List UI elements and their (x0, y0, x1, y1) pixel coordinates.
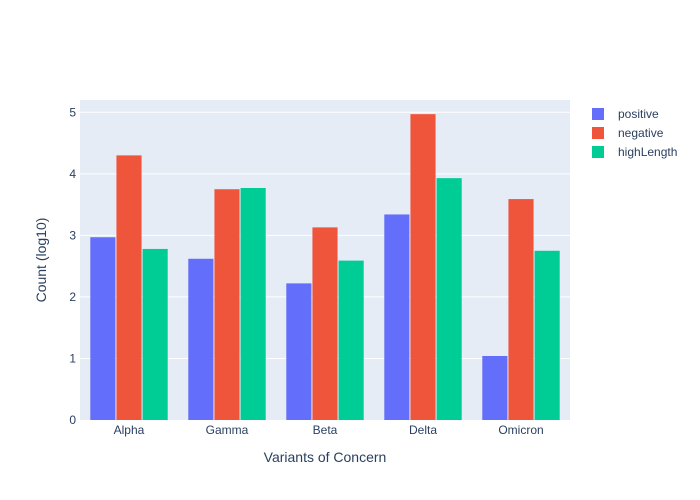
y-axis-ticks: 0 1 2 3 4 5 (69, 105, 76, 427)
legend-label: highLength (618, 145, 677, 159)
bar-negative-omicron[interactable] (508, 199, 534, 420)
y-axis-title: Count (log10) (33, 218, 49, 303)
bar-negative-alpha[interactable] (116, 155, 142, 420)
x-tick-label: Alpha (114, 423, 145, 437)
bar-highLength-omicron[interactable] (534, 250, 560, 420)
bar-negative-gamma[interactable] (214, 189, 240, 420)
bar-positive-beta[interactable] (286, 283, 312, 420)
x-tick-label: Delta (409, 423, 437, 437)
bars (90, 114, 560, 421)
y-tick-label: 4 (69, 167, 76, 181)
legend-item-negative[interactable]: negative (592, 126, 664, 140)
x-axis-title: Variants of Concern (264, 449, 387, 465)
x-tick-label: Omicron (498, 423, 543, 437)
legend-label: negative (618, 126, 664, 140)
legend-swatch (592, 108, 604, 120)
legend-item-highLength[interactable]: highLength (592, 145, 677, 159)
x-tick-label: Beta (313, 423, 338, 437)
x-tick-label: Gamma (206, 423, 249, 437)
y-tick-label: 1 (69, 351, 76, 365)
legend-item-positive[interactable]: positive (592, 107, 659, 121)
bar-highLength-alpha[interactable] (142, 248, 168, 420)
bar-positive-omicron[interactable] (482, 356, 508, 420)
legend[interactable]: positive negative highLength (592, 107, 677, 159)
x-axis-ticks: Alpha Gamma Beta Delta Omicron (114, 423, 544, 437)
bar-negative-delta[interactable] (410, 114, 436, 421)
y-tick-label: 0 (69, 413, 76, 427)
bar-positive-alpha[interactable] (90, 237, 116, 420)
legend-swatch (592, 146, 604, 158)
bar-negative-beta[interactable] (312, 227, 338, 420)
bar-highLength-gamma[interactable] (240, 188, 266, 420)
bar-positive-gamma[interactable] (188, 258, 214, 420)
bar-highLength-delta[interactable] (436, 178, 462, 420)
bar-highLength-beta[interactable] (338, 260, 364, 420)
legend-label: positive (618, 107, 659, 121)
legend-swatch (592, 127, 604, 139)
bar-positive-delta[interactable] (384, 214, 410, 420)
y-tick-label: 3 (69, 228, 76, 242)
y-tick-label: 5 (69, 105, 76, 119)
y-tick-label: 2 (69, 290, 76, 304)
